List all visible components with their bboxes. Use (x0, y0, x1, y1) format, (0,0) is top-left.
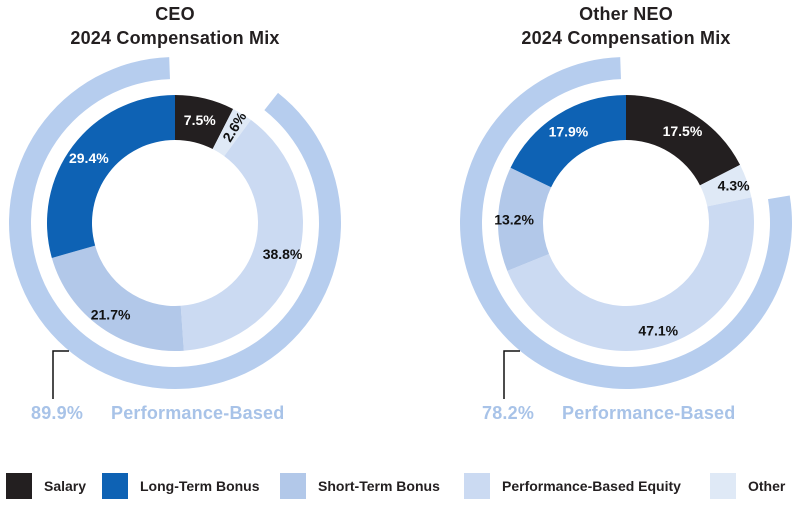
other-swatch (710, 473, 736, 499)
segment-long_term_bonus (510, 95, 626, 188)
legend-label-salary: Salary (44, 478, 87, 494)
segment-label-short_term_bonus: 13.2% (494, 211, 534, 227)
other-neo-chart-title: Other NEO 2024 Compensation Mix (446, 2, 800, 50)
legend-label-long-term-bonus: Long-Term Bonus (140, 478, 260, 494)
performance-based-equity-swatch (464, 473, 490, 499)
legend-item-salary: Salary (6, 472, 86, 500)
other-neo-performance-callout: 78.2% Performance-Based (446, 403, 800, 429)
segment-short_term_bonus (51, 245, 184, 351)
other-neo-title-line1: Other NEO (579, 4, 673, 24)
ceo-title-line1: CEO (155, 4, 195, 24)
ceo-title-line2: 2024 Compensation Mix (70, 28, 280, 48)
ceo-chart-title: CEO 2024 Compensation Mix (0, 2, 355, 50)
segment-salary (626, 95, 741, 186)
segment-other (212, 108, 251, 157)
other-neo-performance-pct: 78.2% (482, 403, 535, 423)
segment-label-long_term_bonus: 17.9% (549, 124, 589, 140)
segment-short_term_bonus (498, 167, 552, 271)
legend-item-performance-based-equity: Performance-Based Equity (464, 472, 681, 500)
segment-performance_equity (180, 119, 303, 351)
other-neo-title-line2: 2024 Compensation Mix (521, 28, 731, 48)
callout-line (503, 350, 520, 399)
legend: Salary Long-Term Bonus Short-Term Bonus … (0, 472, 800, 502)
legend-item-other: Other (710, 472, 785, 500)
segment-label-salary: 17.5% (663, 123, 703, 139)
segment-label-performance_equity: 38.8% (263, 246, 303, 262)
segment-label-other: 4.3% (718, 177, 750, 193)
ceo-performance-label: Performance-Based (111, 403, 285, 423)
salary-swatch (6, 473, 32, 499)
segment-label-short_term_bonus: 21.7% (91, 307, 131, 323)
segment-other (699, 164, 752, 207)
ceo-chart: CEO 2024 Compensation Mix 7.5% 2.6% 38.8% 2… (0, 0, 355, 460)
legend-item-long-term-bonus: Long-Term Bonus (102, 472, 260, 500)
other-neo-donut-chart: 17.5% 4.3% 47.1% 13.2% 17.9% (460, 57, 792, 399)
segment-label-performance_equity: 47.1% (638, 322, 678, 338)
ceo-performance-pct: 89.9% (31, 403, 84, 423)
legend-item-short-term-bonus: Short-Term Bonus (280, 472, 440, 500)
long-term-bonus-swatch (102, 473, 128, 499)
segment-salary (175, 95, 234, 150)
segment-long_term_bonus (46, 95, 175, 258)
segment-performance_equity (507, 197, 754, 352)
segment-label-salary: 7.5% (184, 112, 216, 128)
legend-label-short-term-bonus: Short-Term Bonus (318, 478, 440, 494)
segment-label-long_term_bonus: 29.4% (69, 150, 109, 166)
callout-line (52, 350, 69, 399)
ceo-donut-chart: 7.5% 2.6%38.8%21.7%29.4% (8, 57, 341, 399)
ceo-performance-callout: 89.9% Performance-Based (0, 403, 355, 429)
legend-label-performance-based-equity: Performance-Based Equity (502, 478, 681, 494)
legend-label-other: Other (748, 478, 786, 494)
short-term-bonus-swatch (280, 473, 306, 499)
other-neo-performance-label: Performance-Based (562, 403, 736, 423)
other-neo-chart: Other NEO 2024 Compensation Mix 17.5% 4.3… (446, 0, 800, 460)
